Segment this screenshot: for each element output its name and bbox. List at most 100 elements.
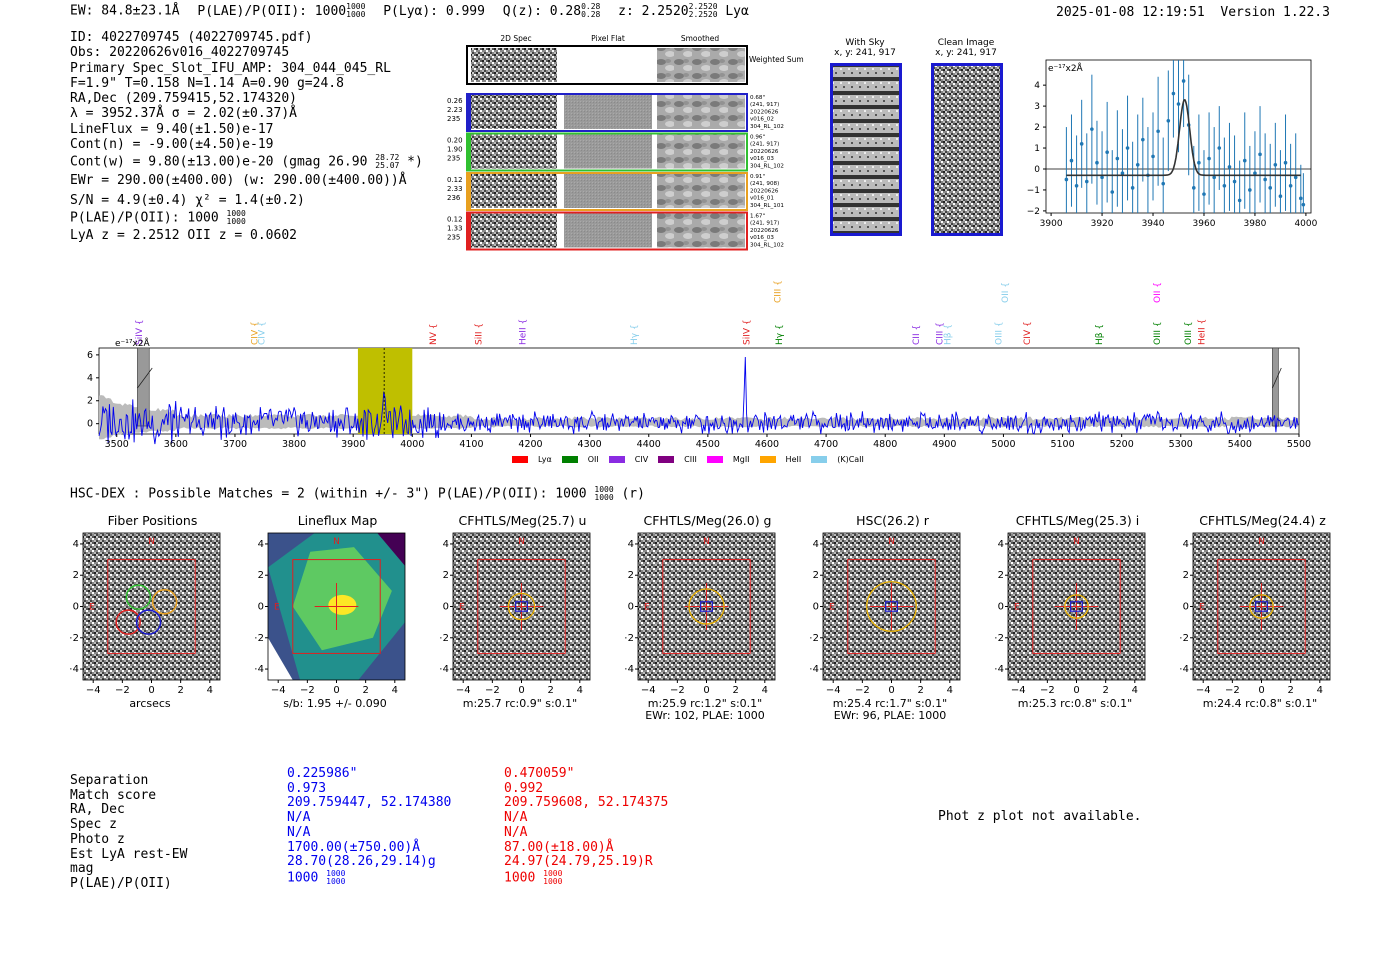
fiber-row-meta: 0.68" (750, 95, 765, 101)
catalog-match-box (1070, 601, 1083, 612)
cutout-xtick-label: 2 (1102, 685, 1108, 696)
plya-value: P(Lyα): 0.999 (383, 3, 485, 19)
east-marker: E (89, 603, 95, 613)
east-marker: E (644, 603, 650, 613)
match1-photoz: N/A (287, 824, 311, 840)
emission-line-label: CIII { (936, 322, 946, 345)
cutout-ytick-label: 0 (258, 602, 264, 613)
zoom-point (1105, 150, 1109, 155)
cutout-title: CFHTLS/Meg(26.0) g (643, 513, 772, 528)
cutout-xtick-label: −4 (1011, 685, 1026, 696)
emission-line-label: CII { (912, 325, 922, 345)
zoom-point (1171, 91, 1176, 96)
fiber-row-meta: (241, 917) (750, 221, 779, 227)
weighted-sum-2dspec (471, 48, 557, 82)
cutout-ytick-label: 4 (628, 539, 634, 550)
header-stats: EW: 84.8±23.1Å P(LAE)/P(OII): 1000 1000 10… (70, 3, 749, 19)
legend-swatch (608, 456, 625, 463)
search-box (1032, 559, 1121, 654)
match1-radec: 209.759447, 52.174380 (287, 795, 452, 811)
cutout-ytick-label: 2 (998, 570, 1004, 581)
cutout-xtick-label: −2 (300, 685, 315, 696)
cutout-xtick-label: 4 (1132, 685, 1138, 696)
spectrum-xtick-label: 4800 (873, 439, 897, 450)
cutout-xtick-label: 2 (362, 685, 368, 696)
match-col-1: 0.225986" 0.973 209.759447, 52.174380 N/… (287, 766, 452, 886)
cutout-title: HSC(26.2) r (856, 513, 929, 528)
cutout-xtick-label: −2 (855, 685, 870, 696)
cutout-image-4: N E −4 −4 −2 −2 0 0 2 2 4 4 (625, 532, 776, 696)
z-value: z: 2.2520 2.2520 2.2520 Lyα (618, 2, 749, 19)
aperture-circle (1064, 594, 1089, 619)
zoom-point (1115, 156, 1120, 161)
zoom-ytick-label: −2 (1027, 207, 1040, 217)
zoom-point (1110, 190, 1115, 194)
zoom-point (1248, 188, 1252, 192)
zoom-model-curve (1066, 99, 1301, 177)
cutout-xtick-label: −2 (115, 685, 130, 696)
emission-legend: Lyα OII CIV CIII MgII HeII (K)CaII (512, 448, 874, 464)
clean-image (931, 63, 1003, 236)
cutout-image-2: N E −4 −4 −2 −2 0 0 2 2 4 4 (255, 532, 406, 696)
emission-line-label: SiIV { (742, 319, 752, 345)
cutout-ytick-label: 2 (813, 570, 819, 581)
emission-line-label: SiII { (475, 323, 485, 345)
spectrum-ytick-label: 2 (87, 396, 93, 407)
aperture-circle (866, 581, 917, 632)
cutout-xtick-label: 2 (732, 685, 738, 696)
zoom-ytick-label: 4 (1034, 81, 1040, 91)
cutout-ytick-label: 2 (628, 570, 634, 581)
zoom-point (1156, 129, 1160, 134)
cutout-title: Fiber Positions (107, 513, 198, 528)
east-marker: E (829, 603, 835, 613)
emission-line-label: OIII { (1184, 321, 1194, 345)
fiber-circle (151, 589, 178, 615)
zoom-point (1141, 137, 1145, 142)
info-line-id: ID: 4022709745 (4022709745.pdf) (70, 30, 313, 45)
east-marker: E (459, 603, 465, 613)
zoom-xtick-label: 3980 (1243, 219, 1266, 229)
legend-swatch (759, 456, 776, 463)
cutout-ytick-label: −2 (255, 633, 264, 644)
label-plae: P(LAE)/P(OII) (70, 875, 172, 891)
fiber-row-meta: v016_01 (750, 196, 774, 202)
spectrum-xtick-label: 4700 (814, 439, 838, 450)
zoom-point (1217, 146, 1222, 150)
cutout-ytick-label: 0 (628, 602, 634, 613)
zoom-ytick-label: 3 (1034, 102, 1040, 112)
cutout-image-6: N E −4 −4 −2 −2 0 0 2 2 4 4 (995, 532, 1146, 696)
search-box (847, 559, 936, 654)
legend-label: HeII (785, 455, 802, 464)
match1-separation: 0.225986" (287, 766, 358, 781)
info-line-plae: P(LAE)/P(OII): 1000 1000 1000 (70, 208, 246, 226)
legend-swatch (811, 456, 828, 463)
zoom-ytick-label: 0 (1034, 165, 1040, 175)
clean-image-header: Clean Image x, y: 241, 917 (924, 38, 1008, 58)
plae-value: P(LAE)/P(OII): 1000 1000 1000 (197, 2, 366, 19)
zoom-ytick-label: −1 (1027, 186, 1040, 196)
zoom-point (1301, 202, 1306, 207)
fiber-row-frame (466, 172, 748, 211)
legend-item: HeII (759, 455, 802, 464)
spectrum-xtick-label: 5100 (1050, 439, 1074, 450)
qz-value: Q(z): 0.28 0.28 0.28 (502, 2, 601, 19)
cutout-ytick-label: 0 (73, 602, 79, 613)
fiber-circle (135, 609, 162, 635)
cutout-xtick-label: −2 (1040, 685, 1055, 696)
legend-item: Lyα (512, 455, 552, 464)
match-col-2: 0.470059" 0.992 209.759608, 52.174375 N/… (504, 766, 668, 886)
zoom-point (1161, 181, 1166, 186)
cutout-ytick-label: 0 (443, 602, 449, 613)
photz-note: Phot z plot not available. (938, 809, 1142, 824)
zoom-point (1283, 160, 1288, 165)
label-lya-ew: Est LyA rest-EW (70, 846, 188, 862)
zoom-point (1299, 196, 1303, 201)
emission-line-label: CIV { (1023, 321, 1033, 345)
fiber-row-meta: 20220626 (750, 109, 779, 115)
zoom-xtick-label: 3920 (1091, 219, 1114, 229)
match1-specz: N/A (287, 810, 311, 826)
catalog-match-box (1255, 601, 1268, 612)
spectrum-unit-label: e⁻¹⁷x2Å (115, 337, 151, 349)
zoom-point (1074, 183, 1079, 188)
